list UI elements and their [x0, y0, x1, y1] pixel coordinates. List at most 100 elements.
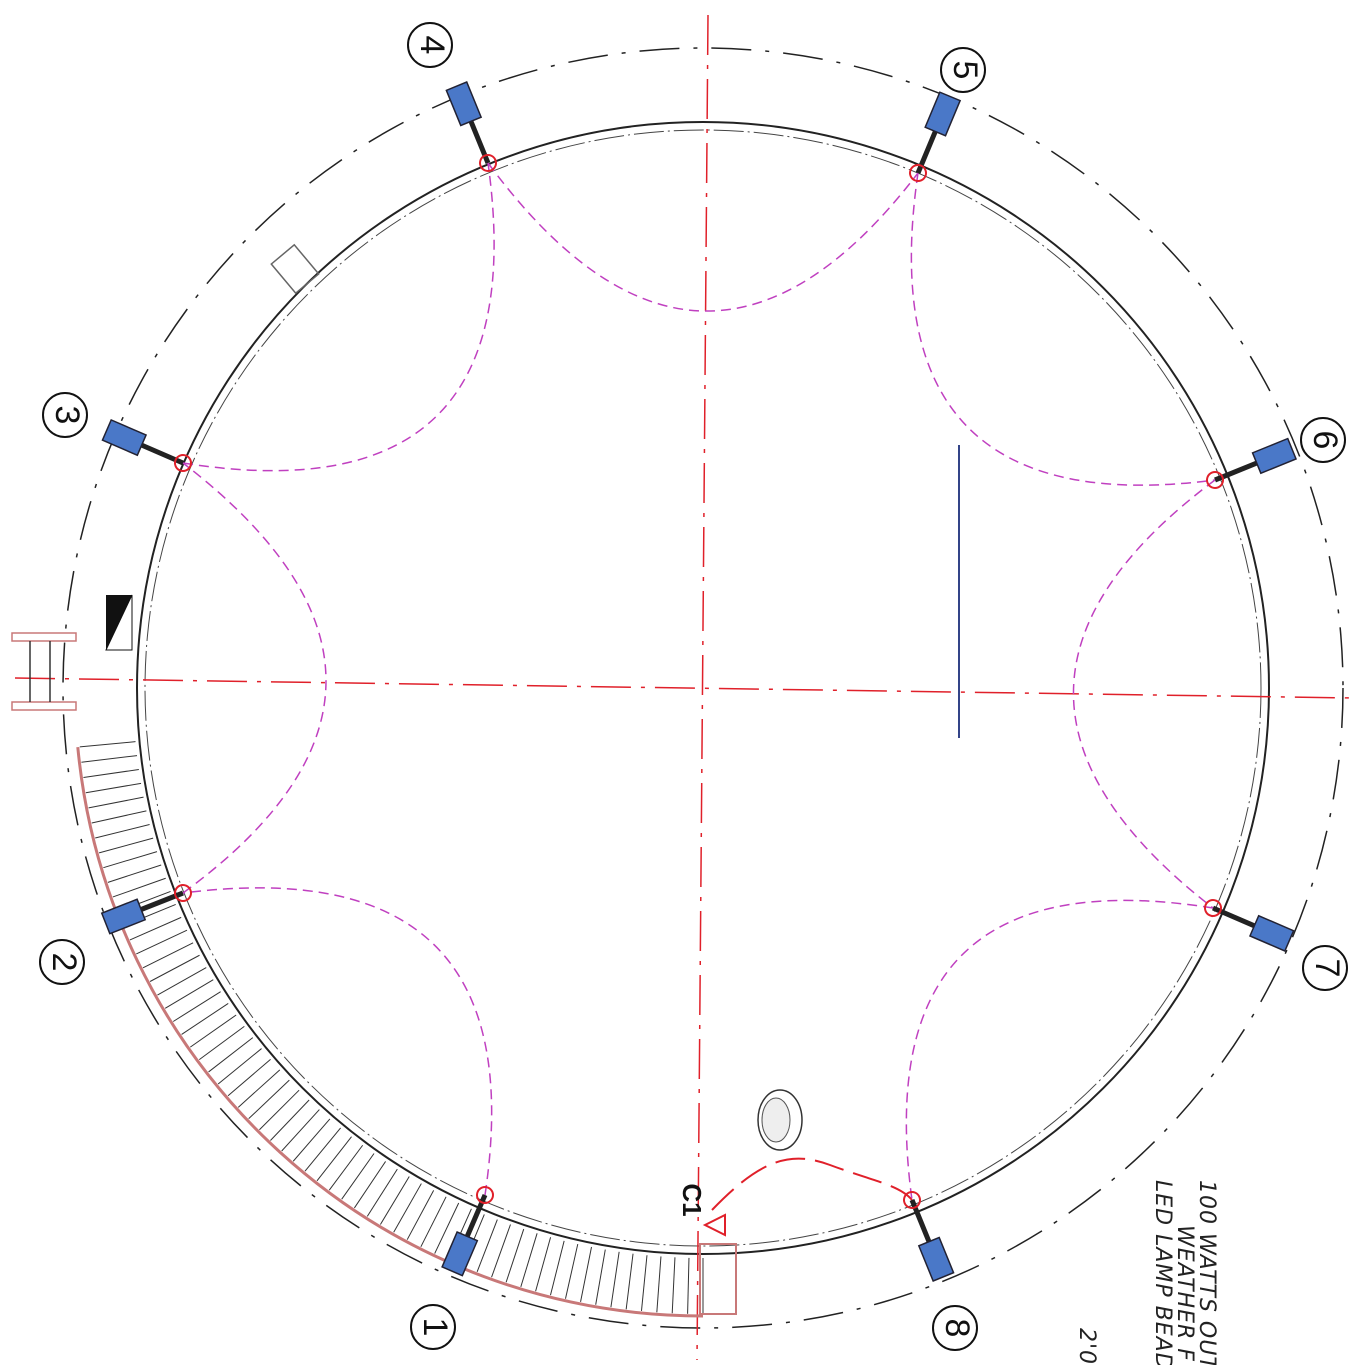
stair-tread [190, 1015, 236, 1047]
light-arc [911, 173, 1215, 485]
stair-tread [108, 865, 161, 882]
hatch [271, 245, 318, 293]
stair-tread [477, 1220, 497, 1272]
stair-tread [641, 1255, 647, 1311]
stair-tread [113, 878, 166, 897]
stair-tread [92, 811, 147, 823]
lamp-arm [471, 121, 488, 163]
stair-tread [506, 1229, 524, 1282]
stair-tread [95, 825, 149, 838]
light-arc [183, 163, 494, 471]
lamp-arm [467, 1195, 485, 1236]
lamp-number: 6 [1306, 431, 1344, 450]
lamp-arm [142, 445, 183, 463]
stair-tread [565, 1244, 577, 1299]
note: LED LAMP BEADS [1150, 1180, 1175, 1365]
lamp [1201, 895, 1293, 951]
stair-tread [218, 1049, 261, 1084]
lamp-arm [141, 893, 183, 910]
lamp-arm [912, 1200, 929, 1242]
stairs [78, 742, 736, 1316]
stair-tread [421, 1197, 446, 1247]
stair-tread [173, 992, 220, 1022]
stair-tread [293, 1119, 330, 1161]
stair-tread [83, 769, 138, 777]
stair-tread [394, 1184, 422, 1233]
page: {"lamps": [{"label": "1"}, {"label": "2"… [0, 0, 1369, 1365]
stair-tread [342, 1153, 374, 1199]
stair-edge [78, 747, 703, 1316]
stair-tread [354, 1161, 385, 1208]
lamp [446, 82, 501, 175]
callout-leader [712, 1159, 912, 1210]
lamp-arm [918, 131, 935, 173]
lamp-number: 1 [416, 1318, 454, 1337]
stair-tread [521, 1233, 537, 1287]
stair-tread [305, 1128, 341, 1171]
stair-tread [657, 1256, 661, 1312]
light-arc [1073, 480, 1215, 908]
stair-tread [282, 1110, 320, 1151]
stair-tread [270, 1100, 309, 1140]
drawing: C1 100 WATTS OUTD WEATHER F LED LAMP BEA… [0, 0, 1369, 1365]
stair-tread [536, 1237, 551, 1291]
lamp-number: 5 [946, 61, 984, 80]
lamp-head [1253, 439, 1296, 474]
lamp-number: 3 [48, 406, 86, 425]
stair-tread [165, 980, 213, 1009]
ladder [12, 633, 76, 710]
stair-tread [317, 1137, 352, 1181]
stair-tread [103, 852, 157, 868]
stair-tread [550, 1241, 564, 1295]
manway [758, 1090, 802, 1150]
lamp-number: 8 [938, 1319, 976, 1338]
lamp-arm [1215, 463, 1257, 480]
lamp-number: 4 [413, 36, 451, 55]
stair-tread [238, 1070, 280, 1108]
stair-tread [157, 968, 206, 995]
stair-tread [596, 1250, 606, 1305]
lamp [899, 1188, 954, 1281]
stair-tread [688, 1258, 689, 1314]
stair-tread [329, 1145, 362, 1190]
light-arc [183, 888, 492, 1195]
stair-tread [80, 742, 136, 747]
light-arc [488, 163, 918, 311]
stair-tread [380, 1176, 409, 1224]
dimension: 2'0 [1074, 1328, 1099, 1365]
stair-tread [209, 1038, 253, 1072]
stair-tread [581, 1247, 592, 1302]
center-line-vertical [697, 15, 708, 1360]
lamp-number: 2 [45, 953, 83, 972]
stair-tread [672, 1257, 675, 1313]
stair-tread [367, 1169, 397, 1216]
stair-tread [150, 955, 199, 981]
lamp-arm [1213, 908, 1254, 926]
stair-tread [407, 1190, 433, 1239]
stair-tread [99, 838, 153, 853]
lamp-number: 7 [1308, 959, 1346, 978]
stair-tread [182, 1003, 229, 1034]
lamp-head [925, 92, 960, 136]
stair-tread [143, 943, 193, 968]
callout-triangle [705, 1215, 725, 1235]
lamp-head [446, 82, 481, 126]
stair-tread [492, 1225, 511, 1278]
lamp [1203, 439, 1296, 494]
stair-tread [259, 1090, 299, 1130]
stair-tread [626, 1254, 633, 1310]
stair-tread [199, 1026, 244, 1059]
light-arc [183, 463, 326, 893]
center-line-horizontal [15, 678, 1355, 698]
stair-tread [228, 1059, 270, 1095]
callout-label: C1 [677, 1183, 707, 1216]
stair-tread [611, 1252, 619, 1307]
lamp-head [442, 1232, 477, 1276]
lamp-head [102, 899, 145, 933]
stair-tread [249, 1080, 290, 1119]
lamp [442, 1183, 498, 1275]
stair-tread [81, 756, 137, 763]
stair-tread [89, 797, 144, 808]
stair-tread [86, 783, 141, 792]
lamps: 1 2 3 4 5 6 7 8 [40, 23, 1347, 1350]
